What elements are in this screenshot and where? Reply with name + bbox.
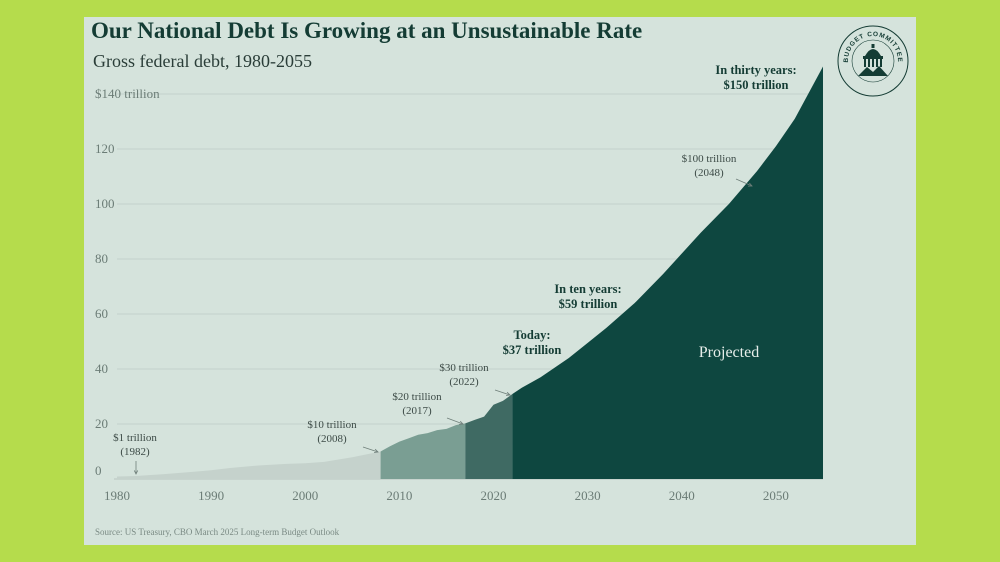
annotation-arrowhead xyxy=(747,182,753,187)
annotation-label: (2022) xyxy=(449,376,479,388)
area-segment-2008-2017 xyxy=(380,423,466,479)
annotation-label: In ten years: xyxy=(554,282,621,296)
annotation-label: Today: xyxy=(513,328,550,342)
y-tick-label: 20 xyxy=(95,416,108,431)
x-tick-label: 2010 xyxy=(386,488,412,503)
chart-subtitle: Gross federal debt, 1980-2055 xyxy=(93,51,312,71)
x-tick-label: 2000 xyxy=(292,488,318,503)
y-tick-label: 0 xyxy=(95,463,102,478)
x-tick-label: 2040 xyxy=(669,488,695,503)
annotation-label: In thirty years: xyxy=(715,63,796,77)
annotation-arrow xyxy=(735,178,753,187)
source-note: Source: US Treasury, CBO March 2025 Long… xyxy=(95,527,340,537)
y-tick-label: 60 xyxy=(95,306,108,321)
y-tick-label: 120 xyxy=(95,141,115,156)
annotation-label: $10 trillion xyxy=(307,419,357,431)
annotation-label: $20 trillion xyxy=(392,391,442,403)
annotation-label: (2048) xyxy=(694,167,724,179)
x-tick-label: 2030 xyxy=(575,488,601,503)
annotation-label: (2008) xyxy=(317,433,347,445)
area-segment-2017-2022 xyxy=(465,394,513,479)
area-segment-1980-2008 xyxy=(117,451,381,479)
area-segment-projected xyxy=(512,66,823,479)
annotation-label: $59 trillion xyxy=(559,297,618,311)
annotation-label: $100 trillion xyxy=(682,153,737,165)
annotation-arrowhead xyxy=(505,391,511,396)
annotation-label: $37 trillion xyxy=(503,343,562,357)
chart-title: Our National Debt Is Growing at an Unsus… xyxy=(91,18,643,43)
annotation-arrowhead xyxy=(133,470,139,475)
annotation-label: $1 trillion xyxy=(113,432,157,444)
y-tick-label: 40 xyxy=(95,361,108,376)
y-tick-label: 100 xyxy=(95,196,115,211)
annotation-label: (1982) xyxy=(120,446,150,458)
y-tick-label: 80 xyxy=(95,251,108,266)
annotation-label: $150 trillion xyxy=(724,78,789,92)
annotation-arrowhead xyxy=(458,420,464,425)
annotation-arrow xyxy=(446,417,464,425)
y-tick-label: $140 trillion xyxy=(95,86,160,101)
x-tick-label: 1990 xyxy=(198,488,224,503)
budget-committee-seal-icon: BUDGET COMMITTEE xyxy=(837,25,909,97)
annotation-arrow xyxy=(494,389,511,396)
projected-region-label: Projected xyxy=(699,344,759,361)
annotation-arrow xyxy=(362,446,379,453)
x-tick-label: 2050 xyxy=(763,488,789,503)
x-tick-label: 1980 xyxy=(104,488,130,503)
annotation-label: (2017) xyxy=(402,405,432,417)
annotation-arrowhead xyxy=(373,448,379,453)
x-tick-label: 2020 xyxy=(481,488,507,503)
annotation-label: $30 trillion xyxy=(439,362,489,374)
